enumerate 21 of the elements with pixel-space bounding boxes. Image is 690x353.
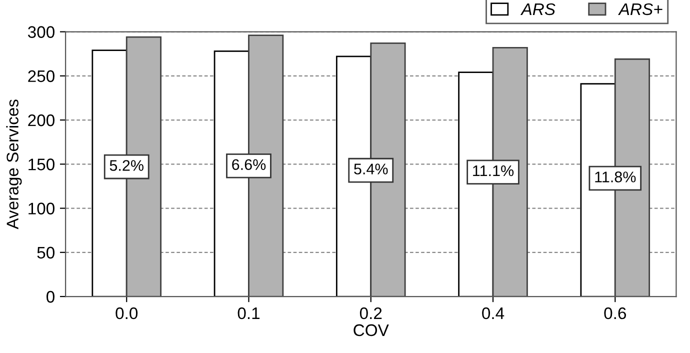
- annotation: 5.2%: [110, 160, 144, 171]
- annotation: 5.4%: [354, 164, 388, 174]
- legend-label: ARS+: [618, 3, 662, 16]
- x-tick-label: 0.1: [238, 307, 260, 320]
- y-tick-label: 250: [28, 70, 54, 82]
- x-tick-label: 0.0: [116, 307, 138, 320]
- y-tick-label: 300: [28, 26, 54, 38]
- annotation: 11.1%: [473, 165, 514, 176]
- x-tick-label: 0.4: [482, 307, 504, 320]
- annotation: 6.6%: [232, 159, 266, 170]
- x-axis-title: COV: [354, 324, 389, 336]
- annotation: 11.8%: [595, 172, 636, 182]
- y-tick-label: 50: [37, 246, 54, 259]
- x-tick-label: 0.6: [604, 307, 626, 320]
- y-tick-label: 150: [28, 158, 54, 170]
- x-tick-label: 0.2: [360, 307, 382, 320]
- y-tick-label: 0: [46, 290, 54, 303]
- legend-label: ARS: [520, 3, 556, 16]
- y-tick-label: 100: [28, 202, 54, 214]
- y-tick-label: 200: [28, 114, 54, 126]
- y-axis-title: Average Services: [6, 100, 22, 230]
